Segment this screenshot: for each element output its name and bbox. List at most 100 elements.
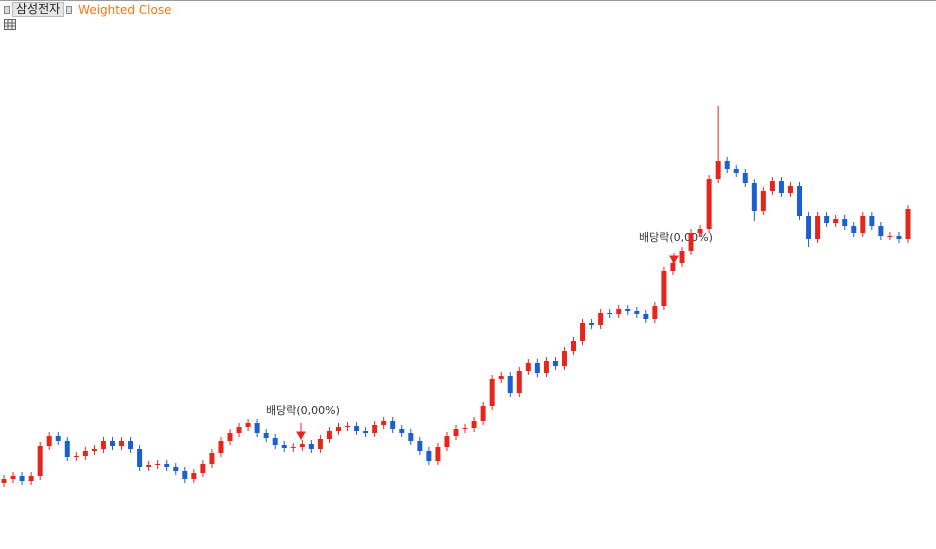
arrow	[669, 253, 679, 265]
candle-body	[218, 441, 224, 453]
candle-body	[308, 444, 314, 449]
candle-body	[688, 233, 694, 251]
candle-body	[146, 465, 152, 467]
candle-body	[209, 453, 215, 464]
candle-body	[842, 219, 848, 226]
candle-body	[245, 423, 251, 427]
candle-body	[191, 473, 197, 479]
candle-body	[543, 361, 549, 373]
candle-body	[760, 191, 766, 211]
candle-body	[82, 451, 88, 456]
candle-body	[507, 376, 513, 393]
candle-body	[778, 181, 784, 193]
candle-body	[372, 425, 378, 433]
candle-body	[182, 471, 188, 479]
candle-body	[272, 438, 278, 445]
candle-body	[661, 271, 667, 306]
candle-body	[525, 363, 531, 371]
candle-body	[724, 161, 730, 169]
candle-body	[598, 313, 604, 325]
candle-body	[589, 323, 595, 325]
candle-body	[326, 431, 332, 439]
candle-body	[1, 479, 7, 483]
indicator-name[interactable]: Weighted Close	[78, 2, 172, 17]
candle-body	[715, 161, 721, 179]
candle-body	[164, 464, 170, 467]
candle-body	[28, 476, 34, 481]
candle-body	[498, 376, 504, 379]
candle-body	[860, 216, 866, 233]
handle[interactable]	[66, 5, 73, 14]
candle-body	[806, 216, 812, 239]
candle-body	[317, 439, 323, 449]
arrow	[296, 423, 306, 441]
candle-body	[155, 464, 161, 465]
handle[interactable]	[4, 5, 10, 14]
candle-body	[236, 427, 242, 433]
candle-body	[73, 456, 79, 457]
candle-body	[670, 263, 676, 271]
candle-body	[643, 314, 649, 319]
candle-body	[19, 476, 25, 481]
candle-body	[354, 426, 360, 431]
candle-body	[634, 311, 640, 314]
candle-body	[471, 421, 477, 428]
candle-body	[345, 426, 351, 427]
candle-body	[100, 441, 106, 449]
candle-body	[254, 423, 260, 433]
candle-body	[128, 441, 134, 449]
candle-body	[625, 309, 631, 311]
candle-body	[290, 447, 296, 448]
candle-body	[426, 451, 432, 461]
candle-body	[263, 433, 269, 438]
candle-body	[390, 421, 396, 429]
header: 삼성전자 Weighted Close	[2, 2, 171, 17]
dividend-annotation: 배당락(0,00%)	[639, 231, 713, 244]
candle-body	[824, 216, 830, 223]
candle-body	[399, 429, 405, 433]
symbol-name[interactable]: 삼성전자	[12, 2, 65, 17]
candle-body	[679, 251, 685, 263]
candle-body	[91, 449, 97, 451]
candle-body	[887, 236, 893, 237]
candle-body	[200, 464, 206, 473]
candle-body	[55, 436, 61, 441]
candle-body	[46, 436, 52, 446]
candle-body	[335, 427, 341, 431]
candle-body	[417, 441, 423, 451]
candle-body	[281, 445, 287, 448]
candle-body	[697, 229, 703, 233]
candle-body	[580, 323, 586, 341]
candle-body	[787, 186, 793, 193]
candle-body	[299, 444, 305, 447]
candle-body	[64, 441, 70, 457]
candle-body	[851, 226, 857, 233]
candle-body	[869, 216, 875, 226]
candle-body	[109, 441, 115, 446]
candle-body	[552, 361, 558, 366]
candle-body	[516, 371, 522, 393]
candle-body	[444, 436, 450, 447]
candle-body	[607, 313, 613, 314]
candle-body	[751, 183, 757, 211]
candle-body	[905, 209, 911, 239]
candle-body	[733, 169, 739, 173]
candle-body	[815, 216, 821, 239]
candle-body	[480, 406, 486, 421]
table-icon[interactable]	[4, 19, 16, 30]
candle-body	[878, 226, 884, 236]
candle-body	[381, 421, 387, 425]
candle-body	[408, 433, 414, 441]
candle-body	[435, 447, 441, 461]
candle-body	[797, 186, 803, 216]
candle-body	[706, 179, 712, 229]
candle-body	[119, 441, 125, 446]
candle-body	[833, 219, 839, 223]
candle-body	[462, 428, 468, 429]
candle-body	[616, 309, 622, 314]
candle-body	[37, 446, 43, 476]
candle-body	[137, 449, 143, 467]
candle-body	[10, 476, 16, 479]
